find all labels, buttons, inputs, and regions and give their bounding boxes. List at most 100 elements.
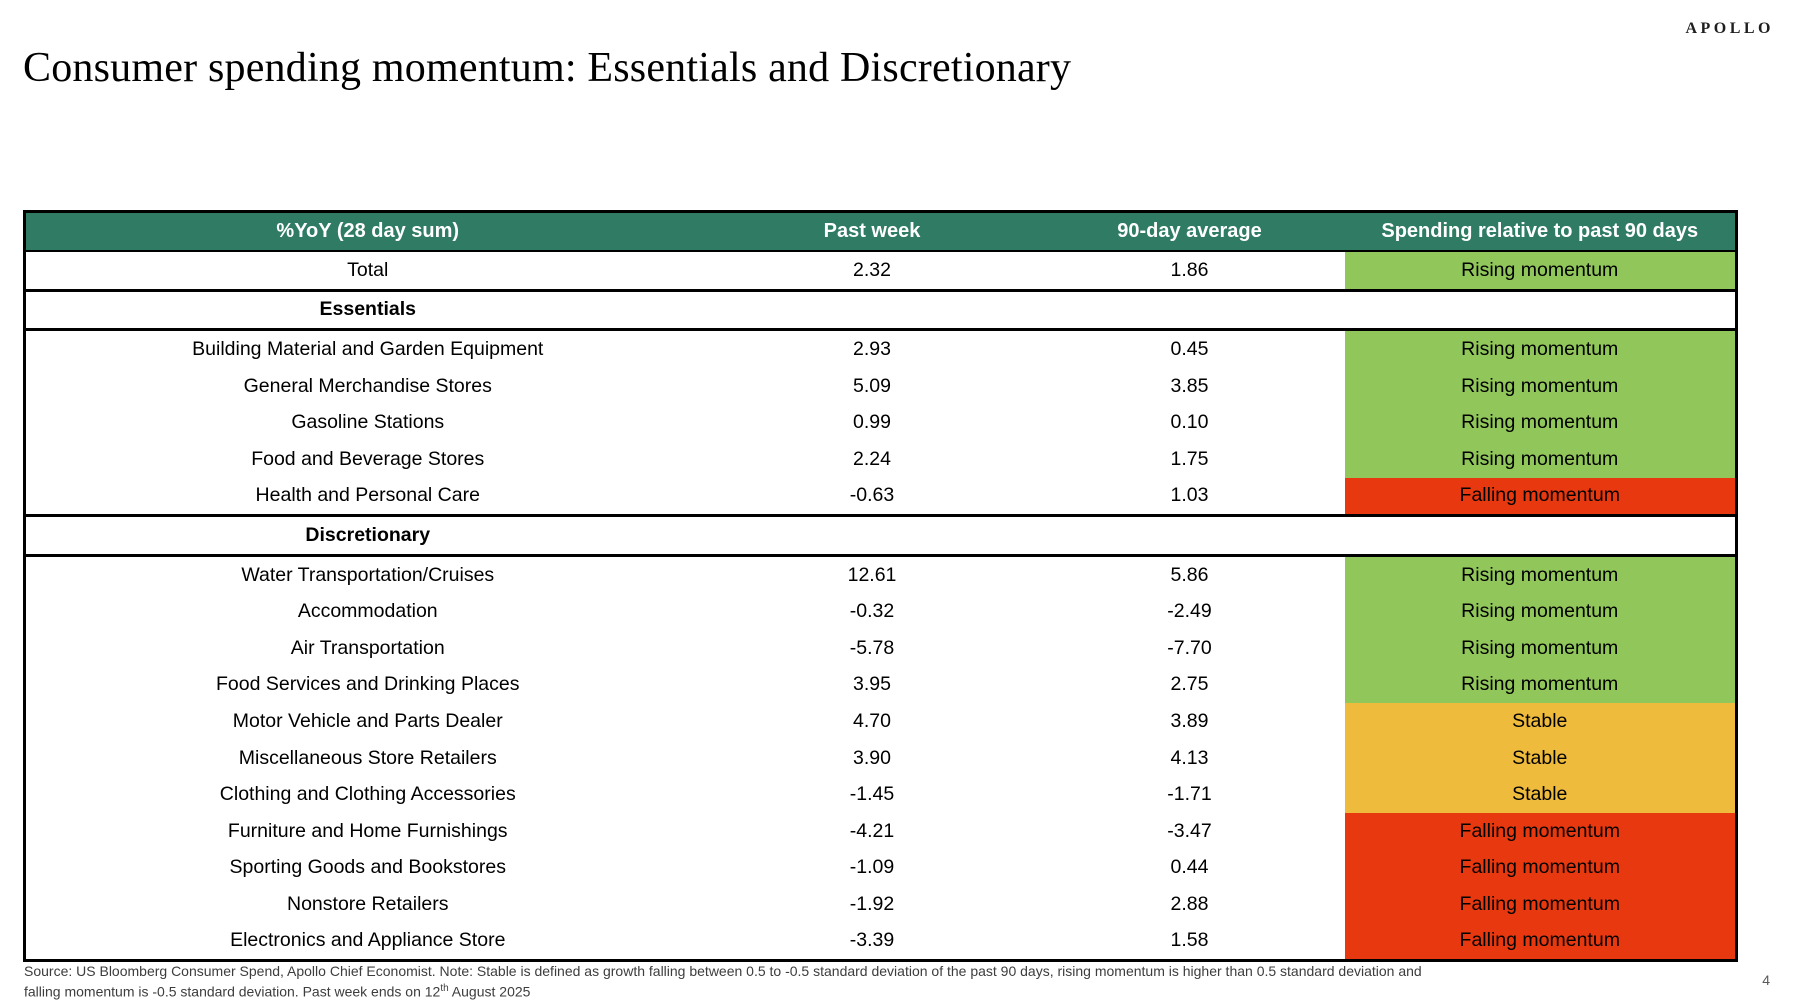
table-row: Water Transportation/Cruises 12.61 5.86 Ris…	[25, 555, 1737, 594]
table-row: Total 2.32 1.86 Rising momentum	[25, 251, 1737, 291]
category-cell: Water Transportation/Cruises	[241, 563, 495, 586]
avg-90-cell: -2.49	[1167, 600, 1212, 623]
past-week-cell: 4.70	[853, 709, 891, 732]
table-row: Nonstore Retailers -1.92 2.88 Falling momen…	[25, 886, 1737, 923]
status-cell: Falling momentum	[1344, 812, 1737, 850]
table-row: Motor Vehicle and Parts Dealer 4.70 3.89 St…	[25, 703, 1737, 740]
avg-90-cell: 1.03	[1170, 484, 1209, 507]
past-week-cell: -0.32	[849, 600, 895, 623]
col-header-spending-relative: Spending relative to past 90 days	[1344, 211, 1737, 252]
status-cell: Rising momentum	[1344, 666, 1737, 704]
empty-cell	[709, 288, 1035, 332]
table-row: Clothing and Clothing Accessories -1.45 -1…	[25, 776, 1737, 813]
table-row: Food and Beverage Stores 2.24 1.75 Rising m…	[25, 440, 1737, 478]
table-row: Health and Personal Care -0.63 1.03 Falling…	[25, 477, 1737, 516]
status-cell: Falling momentum	[1344, 849, 1737, 887]
source-note-text: Source: US Bloomberg Consumer Spend, Apo…	[24, 963, 1422, 1000]
category-cell: Gasoline Stations	[291, 411, 445, 434]
category-cell: Air Transportation	[290, 636, 445, 659]
empty-cell	[1034, 514, 1345, 557]
past-week-cell: 2.24	[853, 447, 891, 470]
past-week-cell: 5.09	[853, 374, 891, 397]
past-week-cell: -1.09	[849, 856, 895, 879]
avg-90-cell: 0.10	[1170, 411, 1209, 434]
status-cell: Falling momentum	[1344, 922, 1737, 961]
status-cell: Rising momentum	[1344, 329, 1737, 368]
table-row: Miscellaneous Store Retailers 3.90 4.13 Sta…	[25, 739, 1737, 777]
col-header-category: %YoY (28 day sum)	[24, 211, 710, 252]
category-cell: Nonstore Retailers	[287, 892, 449, 915]
category-cell: Furniture and Home Furnishings	[227, 819, 508, 842]
section-header-row: Discretionary	[24, 514, 1737, 557]
page-number: 4	[1762, 972, 1770, 988]
category-cell: Clothing and Clothing Accessories	[219, 783, 516, 806]
status-cell: Stable	[1344, 703, 1737, 740]
table-row: Food Services and Drinking Places 3.95 2.7…	[25, 666, 1737, 704]
section-header-row: Essentials	[24, 288, 1737, 332]
category-cell: Building Material and Garden Equipment	[192, 337, 544, 360]
table-row: Electronics and Appliance Store -3.39 1.58…	[25, 922, 1737, 961]
past-week-cell: -3.39	[849, 929, 895, 952]
table-row: Building Material and Garden Equipment 2.…	[25, 329, 1737, 368]
category-cell: Motor Vehicle and Parts Dealer	[232, 709, 503, 732]
status-cell: Falling momentum	[1344, 886, 1737, 923]
table-header-row: %YoY (28 day sum) Past week 90-day avera…	[24, 211, 1737, 252]
category-cell: Total	[347, 258, 389, 281]
avg-90-cell: 3.89	[1170, 709, 1209, 732]
past-week-cell: 3.90	[853, 746, 891, 769]
avg-90-cell: 2.88	[1170, 892, 1209, 915]
empty-cell	[1034, 288, 1345, 332]
col-header-past-week: Past week	[709, 211, 1035, 252]
source-note-date: August 2025	[448, 983, 531, 1000]
source-note-ordinal: th	[440, 982, 449, 994]
table-row: Air Transportation -5.78 -7.70 Rising momen…	[25, 629, 1737, 667]
avg-90-cell: 1.58	[1170, 929, 1209, 952]
avg-90-cell: 1.86	[1170, 258, 1209, 281]
empty-cell	[1344, 514, 1737, 557]
avg-90-cell: -1.71	[1167, 783, 1212, 806]
status-cell: Rising momentum	[1344, 555, 1737, 594]
past-week-cell: -0.63	[849, 484, 895, 507]
spending-table: %YoY (28 day sum) Past week 90-day avera…	[23, 210, 1738, 963]
avg-90-cell: 2.75	[1170, 673, 1209, 696]
empty-cell	[709, 514, 1035, 557]
status-cell: Falling momentum	[1344, 477, 1737, 516]
status-cell: Rising momentum	[1344, 629, 1737, 667]
category-cell: Miscellaneous Store Retailers	[238, 746, 497, 769]
table-row: Accommodation -0.32 -2.49 Rising momentum	[25, 593, 1737, 630]
status-cell: Rising momentum	[1344, 367, 1737, 405]
category-cell: Food and Beverage Stores	[251, 447, 485, 470]
spending-table-body: Total 2.32 1.86 Rising momentum Essentials Bu…	[24, 251, 1737, 961]
status-cell: Rising momentum	[1344, 404, 1737, 441]
past-week-cell: 12.61	[847, 563, 897, 586]
apollo-logo: APOLLO	[1685, 20, 1774, 37]
avg-90-cell: 0.44	[1170, 856, 1209, 879]
past-week-cell: -4.21	[849, 819, 895, 842]
table-row: Sporting Goods and Bookstores -1.09 0.44 Fa…	[25, 849, 1737, 887]
status-cell: Stable	[1344, 776, 1737, 813]
status-cell: Rising momentum	[1344, 440, 1737, 478]
empty-cell	[1344, 288, 1737, 332]
avg-90-cell: 1.75	[1170, 447, 1209, 470]
past-week-cell: -5.78	[849, 636, 895, 659]
category-cell: Sporting Goods and Bookstores	[229, 856, 506, 879]
section-label: Essentials	[24, 288, 710, 332]
avg-90-cell: 0.45	[1170, 337, 1209, 360]
avg-90-cell: 4.13	[1170, 746, 1209, 769]
section-label: Discretionary	[24, 514, 710, 557]
status-cell: Rising momentum	[1344, 251, 1737, 291]
category-cell: Accommodation	[297, 600, 438, 623]
avg-90-cell: -3.47	[1167, 819, 1212, 842]
table-row: General Merchandise Stores 5.09 3.85 Rising…	[25, 367, 1737, 405]
past-week-cell: -1.45	[849, 783, 895, 806]
status-cell: Rising momentum	[1344, 593, 1737, 630]
table-row: Gasoline Stations 0.99 0.10 Rising momentum	[25, 404, 1737, 441]
category-cell: General Merchandise Stores	[243, 374, 492, 397]
avg-90-cell: 5.86	[1170, 563, 1209, 586]
col-header-90-day-average: 90-day average	[1034, 211, 1345, 252]
past-week-cell: 2.32	[853, 258, 891, 281]
past-week-cell: 0.99	[853, 411, 891, 434]
category-cell: Food Services and Drinking Places	[216, 673, 520, 696]
past-week-cell: -1.92	[849, 892, 895, 915]
